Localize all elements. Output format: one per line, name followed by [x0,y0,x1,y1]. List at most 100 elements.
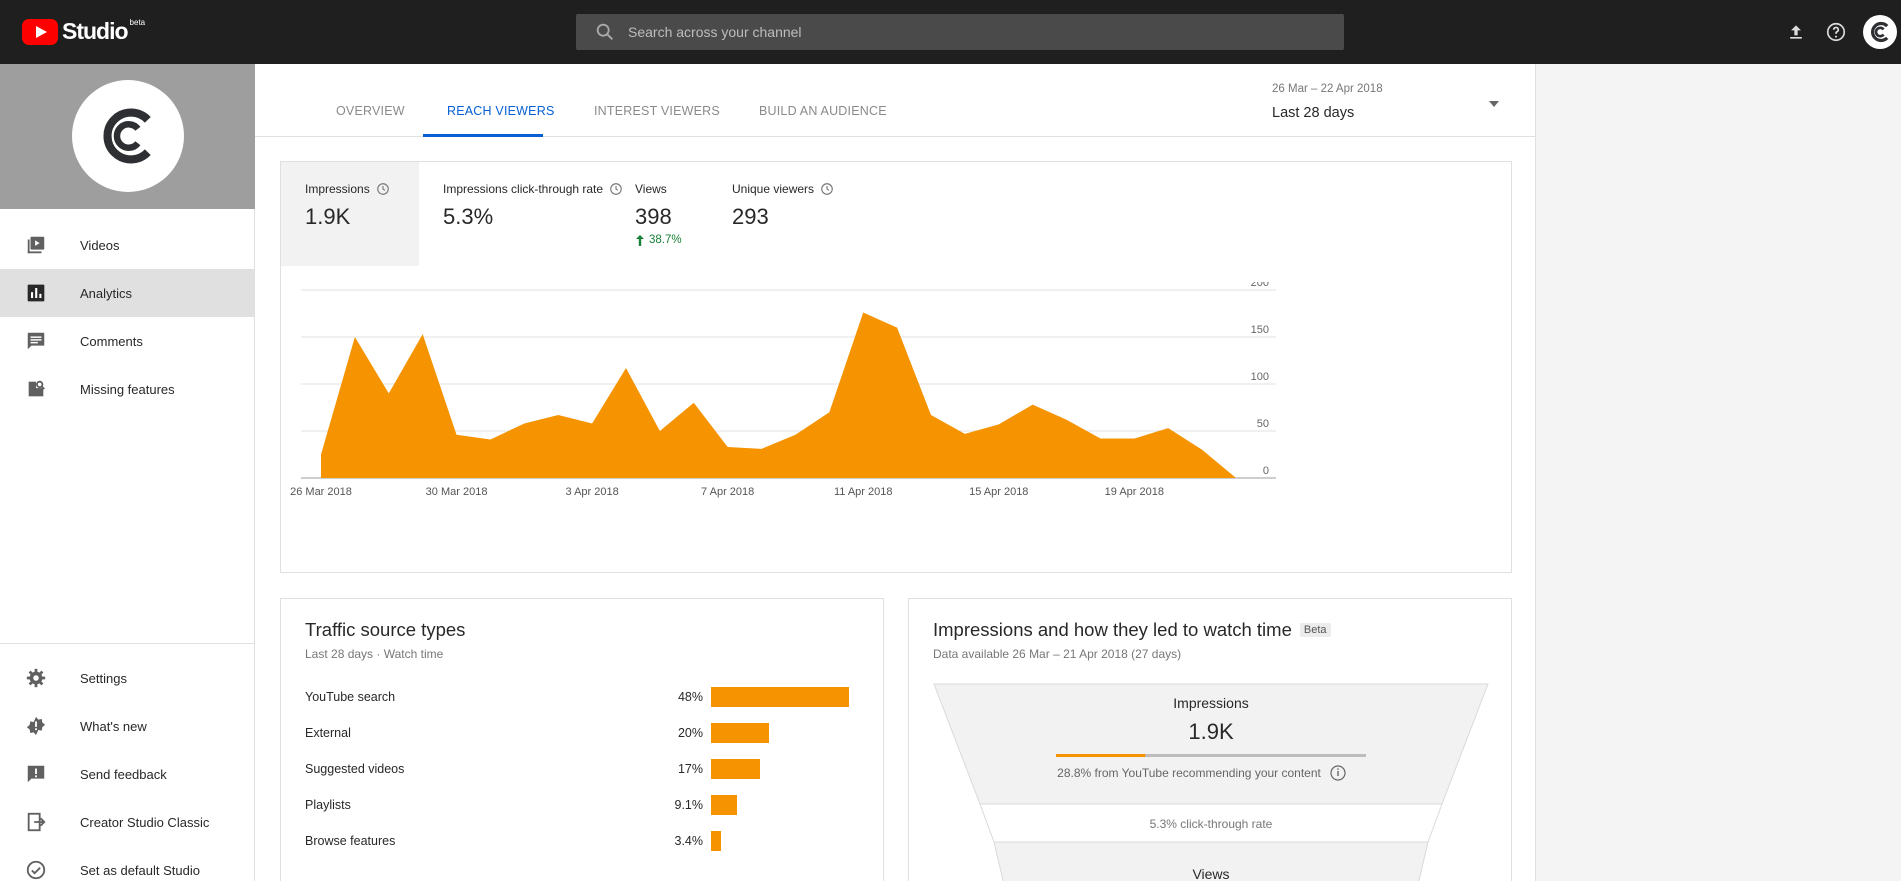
traffic-source-name: Browse features [305,834,396,848]
tab-reach-viewers[interactable]: REACH VIEWERS [447,104,555,118]
sidebar-item-settings[interactable]: Settings [0,654,255,702]
sidebar-nav: Videos Analytics Comments Missing featur… [0,221,255,413]
metric-label: Unique viewers [732,182,815,196]
search-input[interactable] [628,24,1308,40]
x-tick-label: 3 Apr 2018 [566,486,619,498]
traffic-source-pct: 9.1% [674,798,704,812]
sidebar-bottom-nav: Settings What's new Send feedback Creato… [0,643,255,881]
traffic-row[interactable]: Suggested videos 17% [305,751,861,787]
traffic-source-name: Suggested videos [305,762,405,776]
sidebar-item-label: Set as default Studio [80,862,200,878]
traffic-bar [711,687,849,707]
search-bar[interactable] [576,14,1344,50]
card-title: Impressions and how they led to watch ti… [933,619,1292,640]
traffic-row[interactable]: YouTube search 48% [305,679,861,715]
metric-impressions-ctr[interactable]: Impressions click-through rate 5.3% [419,162,649,266]
app-name: Studio [62,18,129,44]
comments-icon [24,329,48,353]
y-tick-label: 150 [1251,324,1269,336]
funnel-recommend-text: 28.8% from YouTube recommending your con… [1057,766,1321,780]
whats-new-icon [24,714,48,738]
sidebar-item-label: Comments [80,333,143,349]
tab-overview[interactable]: OVERVIEW [336,104,405,118]
channel-avatar[interactable] [72,80,184,192]
account-avatar[interactable] [1863,15,1897,49]
right-margin [1536,64,1901,881]
traffic-source-name: Playlists [305,798,351,812]
recommend-bar-fill [1056,754,1146,757]
app-badge: beta [129,18,146,27]
upload-icon[interactable] [1783,19,1809,45]
classic-icon [24,810,48,834]
info-icon[interactable] [1330,765,1346,781]
impressions-area [321,312,1236,478]
recommend-bar-track [1056,754,1366,757]
clock-icon [821,183,833,195]
traffic-bar [711,795,738,815]
y-tick-label: 0 [1263,465,1269,477]
traffic-bar-track [711,795,851,815]
traffic-bar [711,759,760,779]
traffic-bar-track [711,723,851,743]
traffic-bar [711,723,769,743]
traffic-row[interactable]: Browse features 3.4% [305,823,861,859]
x-tick-label: 7 Apr 2018 [701,486,754,498]
active-tab-indicator [423,134,543,137]
funnel-impressions-label: Impressions [1173,695,1249,711]
clock-icon [376,183,389,195]
arrow-up-icon [636,234,644,246]
traffic-row[interactable]: External 20% [305,715,861,751]
traffic-source-card: Traffic source types Last 28 days · Watc… [280,598,884,881]
analytics-tabs: OVERVIEW REACH VIEWERS INTEREST VIEWERS … [255,64,1536,137]
sidebar-item-analytics[interactable]: Analytics [0,269,255,317]
date-dropdown-icon[interactable] [1489,101,1499,107]
date-picker-label[interactable]: Last 28 days [1272,105,1355,121]
traffic-bar-track [711,687,851,707]
metric-unique-viewers[interactable]: Unique viewers 293 [708,162,868,266]
help-icon[interactable] [1823,19,1849,45]
traffic-bar-track [711,831,851,851]
metric-views[interactable]: Views 398 38.7% [611,162,721,266]
x-tick-label: 26 Mar 2018 [290,486,352,498]
x-tick-label: 11 Apr 2018 [834,486,893,498]
traffic-source-pct: 3.4% [674,834,704,848]
x-tick-label: 19 Apr 2018 [1105,486,1164,498]
metric-impressions[interactable]: Impressions 1.9K [281,162,419,266]
x-tick-label: 30 Mar 2018 [426,486,488,498]
traffic-row[interactable]: Playlists 9.1% [305,787,861,823]
funnel-impressions-value: 1.9K [1188,719,1234,744]
sidebar-item-comments[interactable]: Comments [0,317,255,365]
sidebar-item-label: Videos [80,237,120,253]
funnel-graphic [933,683,1489,881]
metrics-chart-card: Impressions 1.9K Impressions click-throu… [280,161,1512,573]
sidebar-item-creator-studio-classic[interactable]: Creator Studio Classic [0,798,255,846]
metric-label: Impressions click-through rate [443,182,604,196]
check-circle-icon [24,858,48,881]
top-bar: Studio beta [0,0,1901,64]
sidebar-item-label: Missing features [80,381,175,397]
sidebar-item-missing-features[interactable]: Missing features [0,365,255,413]
y-tick-label: 100 [1251,371,1269,383]
metric-value: 1.9K [305,204,351,229]
sidebar-item-send-feedback[interactable]: Send feedback [0,750,255,798]
sidebar: Videos Analytics Comments Missing featur… [0,64,255,881]
card-subtitle: Last 28 days · Watch time [305,647,444,661]
traffic-source-name: External [305,726,351,740]
impressions-funnel-card: Impressions and how they led to watch ti… [908,598,1512,881]
sidebar-item-videos[interactable]: Videos [0,221,255,269]
x-tick-label: 15 Apr 2018 [969,486,1028,498]
card-subtitle: Data available 26 Mar – 21 Apr 2018 (27 … [933,647,1182,661]
sidebar-item-whats-new[interactable]: What's new [0,702,255,750]
traffic-source-name: YouTube search [305,690,396,704]
sidebar-item-set-default-studio[interactable]: Set as default Studio [0,846,255,881]
metric-value: 293 [732,204,769,229]
youtube-play-icon [22,18,58,45]
traffic-bar [711,831,721,851]
studio-logo[interactable]: Studio beta [22,18,145,45]
traffic-source-pct: 20% [677,726,703,740]
funnel-ctr-text: 5.3% click-through rate [1149,817,1273,831]
tab-interest-viewers[interactable]: INTEREST VIEWERS [594,104,720,118]
tab-build-an-audience[interactable]: BUILD AN AUDIENCE [759,104,887,118]
search-icon [596,23,613,40]
date-range: 26 Mar – 22 Apr 2018 [1272,83,1383,95]
